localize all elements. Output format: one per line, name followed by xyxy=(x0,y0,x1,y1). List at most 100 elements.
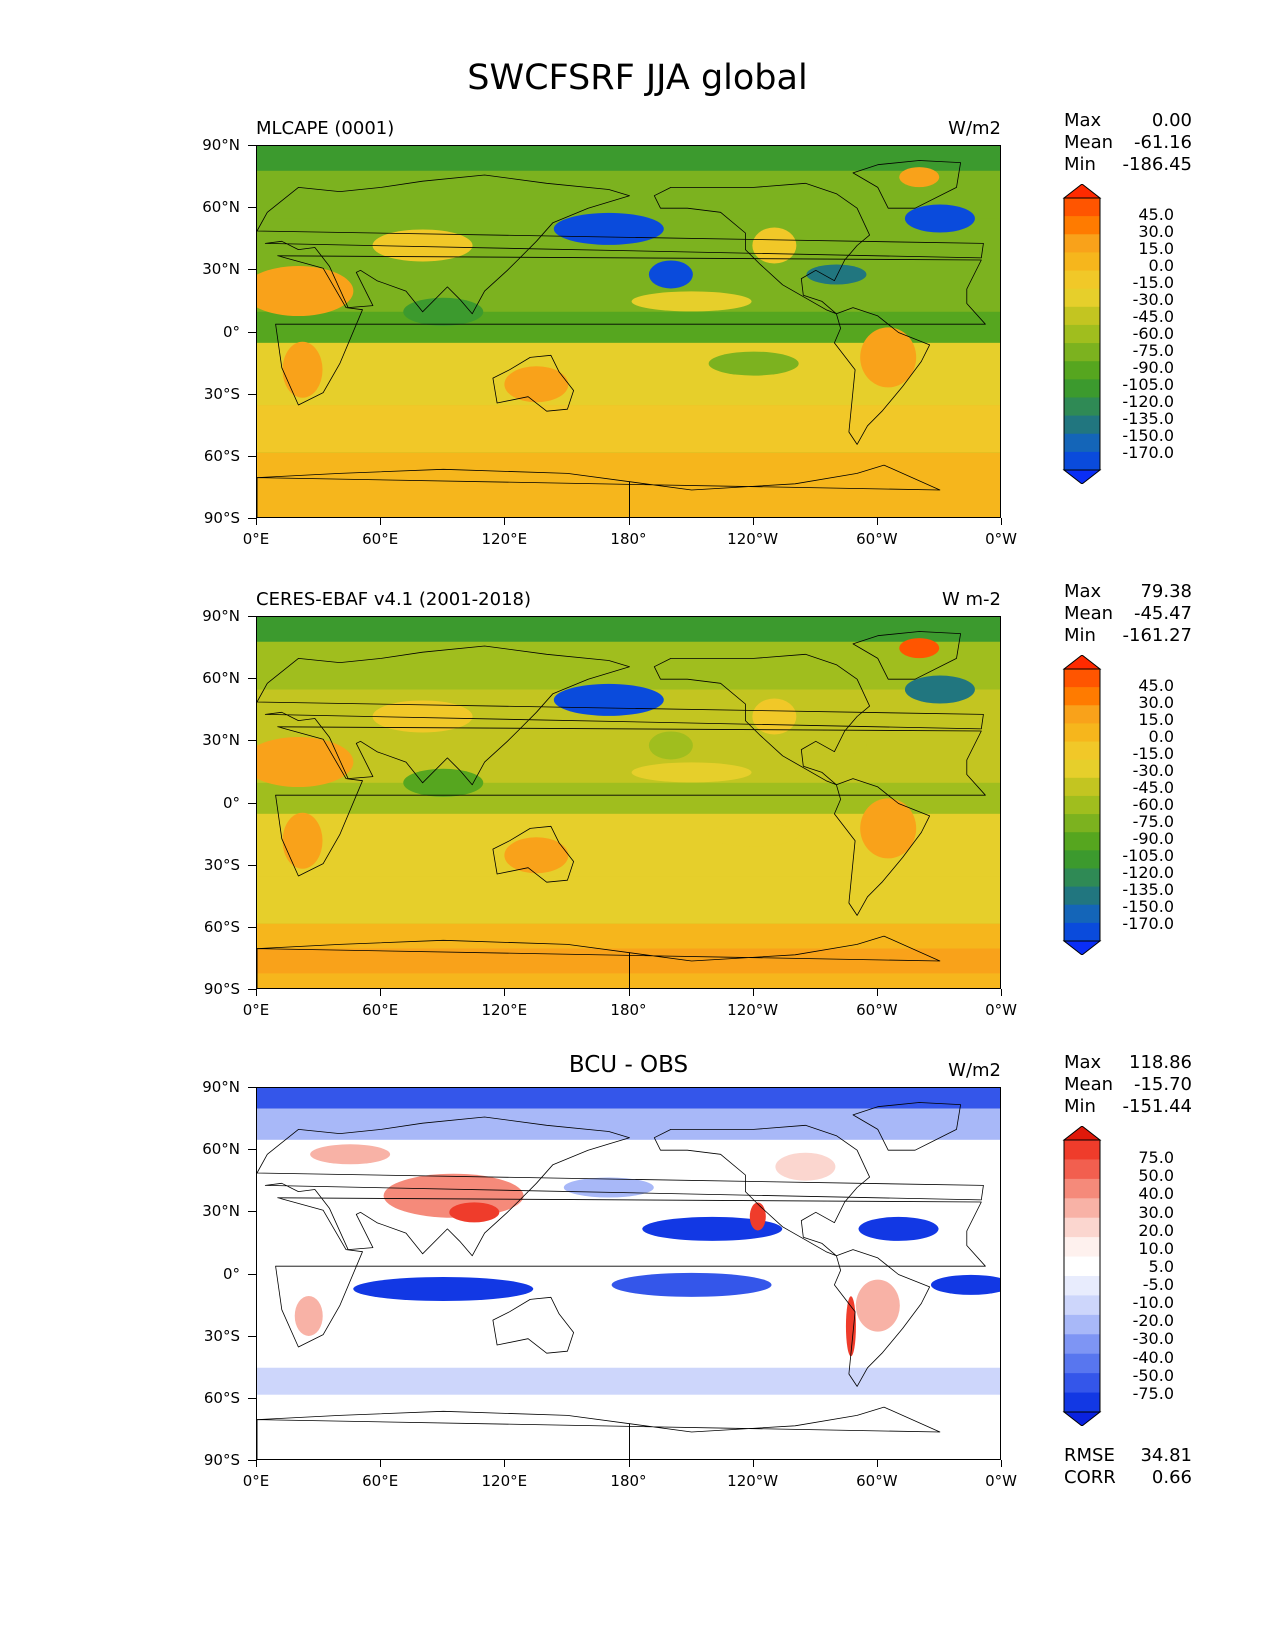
lon-tick-label: 120°W xyxy=(727,1001,779,1019)
colorbar-tick-label: -150.0 xyxy=(1122,897,1174,916)
lat-tick-label: 90°S xyxy=(203,980,240,998)
field-north-america-west xyxy=(752,698,797,735)
colorbar-tick-label: -170.0 xyxy=(1122,443,1174,462)
colorbar-tick-label: 0.0 xyxy=(1148,727,1174,746)
coastline xyxy=(257,1410,630,1459)
colorbar-tick-label: -105.0 xyxy=(1122,375,1174,394)
lon-tick-label: 60°W xyxy=(856,1472,898,1490)
lon-tick-label: 60°E xyxy=(362,1472,399,1490)
panel-obs: CERES-EBAF v4.1 (2001-2018) W m-2 90°N 60… xyxy=(0,581,1275,1029)
stat-max-label: Max xyxy=(1064,110,1102,131)
lon-tick xyxy=(876,1460,878,1467)
colorbar-segment xyxy=(1064,1373,1100,1394)
field-sepac xyxy=(708,351,799,376)
lon-tick-label: 60°W xyxy=(856,1001,898,1019)
coastlines xyxy=(257,631,986,988)
colorbar-segment xyxy=(1064,904,1100,924)
colorbar-tick-label: -45.0 xyxy=(1132,307,1174,326)
colorbar-frame xyxy=(1063,1139,1101,1413)
colorbar-extend-max xyxy=(1062,1126,1102,1141)
lon-tick xyxy=(628,989,630,996)
lon-tick xyxy=(752,518,754,525)
lat-tick-label: 60°S xyxy=(203,1388,240,1407)
panel-title: MLCAPE (0001) xyxy=(256,118,395,139)
colorbar-segment xyxy=(1064,433,1100,453)
map-plot xyxy=(256,616,1001,989)
colorbar-segment xyxy=(1064,850,1100,869)
field-pac-cell xyxy=(648,731,693,760)
coastline xyxy=(257,645,984,786)
lon-tick xyxy=(380,989,382,996)
map-plot xyxy=(256,1087,1001,1460)
colorbar-segment xyxy=(1064,795,1100,815)
lon-tick-label: 120°E xyxy=(481,530,528,548)
field-europe-positive xyxy=(310,1144,391,1165)
colorbar-extend-max xyxy=(1062,184,1102,199)
field-amazon xyxy=(860,327,917,388)
lon-tick xyxy=(1001,518,1002,525)
field-pac-cell xyxy=(648,260,693,289)
field-natl-negative xyxy=(858,1216,939,1241)
lon-tick-label: 120°W xyxy=(727,530,779,548)
lat-tick xyxy=(248,864,256,866)
field-arctic xyxy=(257,146,1000,171)
field-gulf xyxy=(806,264,867,285)
field-northern-midlat xyxy=(257,170,1000,219)
colorbar-segment xyxy=(1064,1140,1100,1160)
colorbar-extend-max xyxy=(1062,655,1102,670)
coastlines xyxy=(257,160,986,517)
stat-min-label: Min xyxy=(1064,1096,1096,1117)
field-north-america-west xyxy=(752,227,797,264)
coastline xyxy=(492,1296,574,1354)
lon-tick-label: 0°E xyxy=(242,1472,270,1490)
map-field xyxy=(257,146,1000,517)
field-sepac xyxy=(708,822,799,847)
colorbar-tick-label: -30.0 xyxy=(1132,290,1174,309)
lon-tick-label: 180° xyxy=(610,530,647,548)
colorbar-tick-label: -20.0 xyxy=(1132,1311,1174,1331)
colorbar-segment xyxy=(1064,270,1100,290)
field-central-asia xyxy=(372,700,473,733)
lon-tick-label: 0°W xyxy=(985,1001,1017,1019)
field-natl-low xyxy=(904,675,975,704)
lat-tick xyxy=(248,455,256,457)
lon-tick-label: 0°W xyxy=(985,530,1017,548)
map-plot xyxy=(256,145,1001,518)
coastline xyxy=(257,174,984,315)
coastline xyxy=(834,307,930,445)
colorbar-tick-label: -15.0 xyxy=(1132,744,1174,763)
colorbar-extend-min xyxy=(1062,469,1102,484)
field-australia xyxy=(504,366,569,403)
panel-diff: BCU - OBS W/m2 90°N 60°N 30°N 0° 30°S 60°S 90°… xyxy=(0,1052,1275,1500)
colorbar-tick-label: 45.0 xyxy=(1138,676,1174,695)
colorbar-tick-label: -5.0 xyxy=(1142,1275,1174,1295)
lat-tick xyxy=(248,393,256,395)
lon-tick xyxy=(752,1460,754,1467)
colorbar-tick-label: 40.0 xyxy=(1138,1184,1174,1204)
lon-tick xyxy=(628,1460,630,1467)
lon-tick xyxy=(380,1460,382,1467)
lon-tick xyxy=(628,518,630,525)
lat-tick xyxy=(248,145,256,146)
lat-tick xyxy=(248,1273,256,1275)
lon-tick xyxy=(504,989,506,996)
field-northern-midlat xyxy=(257,641,1000,690)
field-central-asia xyxy=(372,229,473,262)
stat-mean-label: Mean xyxy=(1064,1074,1114,1095)
colorbar-segment xyxy=(1064,198,1100,217)
coastline xyxy=(834,1249,930,1387)
lat-tick-label: 60°N xyxy=(202,669,240,688)
colorbar-tick-label: -120.0 xyxy=(1122,392,1174,411)
panel-units: W/m2 xyxy=(948,1060,1001,1081)
lat-tick-label: 60°S xyxy=(203,446,240,465)
colorbar-tick-label: 15.0 xyxy=(1138,239,1174,258)
colorbar-segment xyxy=(1064,324,1100,344)
coastlines xyxy=(257,1102,986,1459)
lon-tick xyxy=(752,989,754,996)
field-greenland xyxy=(899,638,940,659)
colorbar-segment xyxy=(1064,723,1100,743)
lon-tick-label: 180° xyxy=(610,1472,647,1490)
lon-tick xyxy=(256,518,257,525)
coastline xyxy=(275,1197,986,1348)
lat-tick xyxy=(248,678,256,680)
